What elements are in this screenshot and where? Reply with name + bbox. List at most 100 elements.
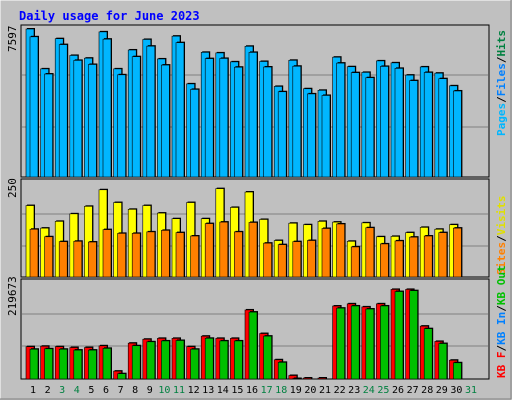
visits-bar-sites bbox=[248, 222, 258, 278]
day-label: 6 bbox=[103, 385, 109, 396]
day-label: 12 bbox=[188, 385, 200, 396]
visits-ymax-label: 250 bbox=[6, 178, 19, 198]
kbytes-bar-kb-out bbox=[248, 311, 258, 380]
chart-title: Daily usage for June 2023 bbox=[19, 9, 200, 23]
visits-bar-sites bbox=[365, 227, 375, 278]
kbytes-bar-kb-out bbox=[204, 337, 214, 380]
visits-bar-sites bbox=[350, 246, 360, 278]
hits-bar-files bbox=[263, 66, 272, 178]
visits-bar-sites bbox=[58, 241, 68, 278]
visits-bar-sites bbox=[321, 228, 331, 278]
kbytes-bar-kb-out bbox=[44, 348, 53, 380]
visits-bar-sites bbox=[161, 230, 170, 278]
day-label: 31 bbox=[465, 385, 477, 396]
kbytes-bar-kb-f bbox=[303, 377, 312, 380]
kbytes-bar-kb-out bbox=[88, 349, 97, 380]
hits-bar-files bbox=[277, 91, 287, 178]
visits-bar-sites bbox=[219, 221, 229, 278]
day-label: 18 bbox=[275, 385, 287, 396]
visits-bar-sites bbox=[102, 229, 112, 278]
day-label: 24 bbox=[363, 385, 375, 396]
day-label: 19 bbox=[290, 385, 302, 396]
visits-bar-sites bbox=[409, 236, 418, 278]
kbytes-ymax-label: 219673 bbox=[6, 276, 19, 316]
day-label: 2 bbox=[45, 385, 51, 396]
day-label: 5 bbox=[88, 385, 94, 396]
kbytes-bar-kb-out bbox=[453, 362, 462, 380]
legend-sites: Sites bbox=[495, 242, 508, 275]
kbytes-bar-kb-out bbox=[263, 335, 272, 380]
visits-bar-sites bbox=[190, 235, 199, 278]
visits-bar-sites bbox=[131, 233, 141, 278]
visits-bar-sites bbox=[117, 233, 126, 278]
hits-bar-files bbox=[161, 64, 170, 178]
hits-bar-files bbox=[292, 65, 302, 178]
kbytes-bar-kb-out bbox=[438, 343, 448, 380]
visits-legend: Sites/Visits bbox=[495, 196, 508, 276]
kbytes-bar-kb-out bbox=[131, 345, 141, 380]
kbytes-bar-kb-out bbox=[277, 362, 287, 380]
visits-bar-sites bbox=[234, 231, 243, 278]
hits-bar-files bbox=[73, 60, 83, 178]
kbytes-bar-kb-out bbox=[161, 340, 170, 380]
day-label: 11 bbox=[173, 385, 185, 396]
kbytes-bar-kb-out bbox=[102, 348, 112, 380]
hits-bar-files bbox=[204, 58, 214, 178]
hits-bar-files bbox=[102, 38, 112, 178]
kbytes-bar-kb-out bbox=[380, 305, 389, 380]
day-label: 28 bbox=[421, 385, 433, 396]
hits-bar-files bbox=[409, 80, 418, 178]
hits-bar-files bbox=[58, 44, 68, 178]
visits-bar-sites bbox=[423, 235, 433, 278]
kbytes-bar-kb-out bbox=[336, 307, 345, 380]
kbytes-legend: KB F/KB In/KB Out bbox=[495, 265, 508, 378]
legend-kb-out: KB Out bbox=[495, 265, 508, 305]
hits-bar-files bbox=[453, 90, 462, 178]
visits-bar-sites bbox=[73, 240, 83, 278]
legend-files: Files bbox=[495, 63, 508, 96]
kbytes-bar-kb-out bbox=[73, 349, 83, 380]
kbytes-bar-kb-out bbox=[365, 308, 375, 380]
visits-bar-sites bbox=[307, 240, 316, 278]
hits-bar-files bbox=[394, 68, 404, 178]
hits-bar-files bbox=[350, 72, 360, 178]
day-label: 27 bbox=[407, 385, 419, 396]
kbytes-bar-kb-out bbox=[117, 373, 126, 380]
kbytes-bar-kb-out bbox=[219, 340, 229, 380]
day-label: 25 bbox=[377, 385, 389, 396]
kbytes-bar-kb-out bbox=[190, 348, 199, 380]
hits-bar-files bbox=[380, 66, 389, 178]
hits-bar-files bbox=[321, 95, 331, 178]
legend-pages: Pages bbox=[495, 103, 508, 136]
hits-bar-files bbox=[117, 74, 126, 178]
kbytes-bar-kb-out bbox=[423, 328, 433, 380]
visits-bar-sites bbox=[146, 231, 156, 278]
day-label: 17 bbox=[261, 385, 273, 396]
visits-bar-sites bbox=[453, 227, 462, 278]
legend-kb-in: KB In bbox=[495, 312, 508, 345]
hits-bar-files bbox=[307, 93, 316, 178]
hits-bar-files bbox=[438, 78, 448, 178]
visits-bar-sites bbox=[394, 240, 404, 278]
hits-bar-files bbox=[44, 73, 53, 178]
kbytes-bar-kb-out bbox=[146, 341, 156, 380]
visits-bar-sites bbox=[277, 244, 287, 278]
day-labels: 1 2 3 4 5 6 7 8 9 10 11 12 13 14 15 16 17 18 19 20 21 22 23 24 2… bbox=[30, 385, 477, 396]
day-label: 22 bbox=[334, 385, 346, 396]
hits-bar-files bbox=[423, 72, 433, 178]
kbytes-bar-kb-out bbox=[409, 290, 418, 380]
kbytes-bar-kb-out bbox=[175, 340, 185, 380]
hits-bar-files bbox=[88, 64, 97, 178]
hits-legend: Pages/Files/Hits bbox=[495, 30, 508, 136]
visits-bar-sites bbox=[336, 223, 345, 278]
hits-bar-files bbox=[219, 58, 229, 178]
day-label: 4 bbox=[74, 385, 80, 396]
day-label: 14 bbox=[217, 385, 229, 396]
kbytes-bar-kb-out bbox=[394, 291, 404, 380]
day-label: 10 bbox=[158, 385, 170, 396]
legend-hits: Hits bbox=[495, 30, 508, 57]
visits-bar-sites bbox=[380, 243, 389, 278]
visits-bar-sites bbox=[175, 232, 185, 278]
kbytes-bar-kb-out bbox=[29, 348, 39, 380]
